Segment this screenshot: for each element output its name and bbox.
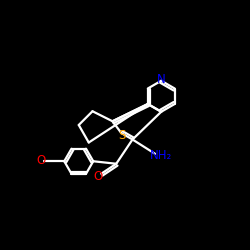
Text: S: S xyxy=(118,129,126,142)
Text: NH₂: NH₂ xyxy=(150,149,172,162)
Text: O: O xyxy=(36,154,46,167)
Text: N: N xyxy=(157,73,166,86)
Text: O: O xyxy=(93,170,102,183)
